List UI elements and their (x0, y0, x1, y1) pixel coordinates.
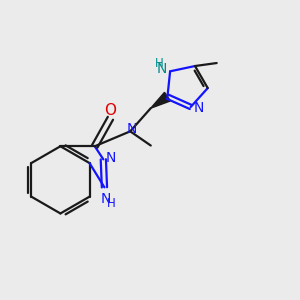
Text: H: H (154, 57, 163, 70)
Text: H: H (107, 197, 116, 210)
Text: N: N (101, 191, 112, 206)
Text: N: N (157, 62, 167, 76)
Text: N: N (126, 122, 136, 136)
Polygon shape (151, 92, 170, 108)
Text: N: N (106, 151, 116, 165)
Text: N: N (194, 101, 204, 115)
Text: O: O (104, 103, 116, 118)
